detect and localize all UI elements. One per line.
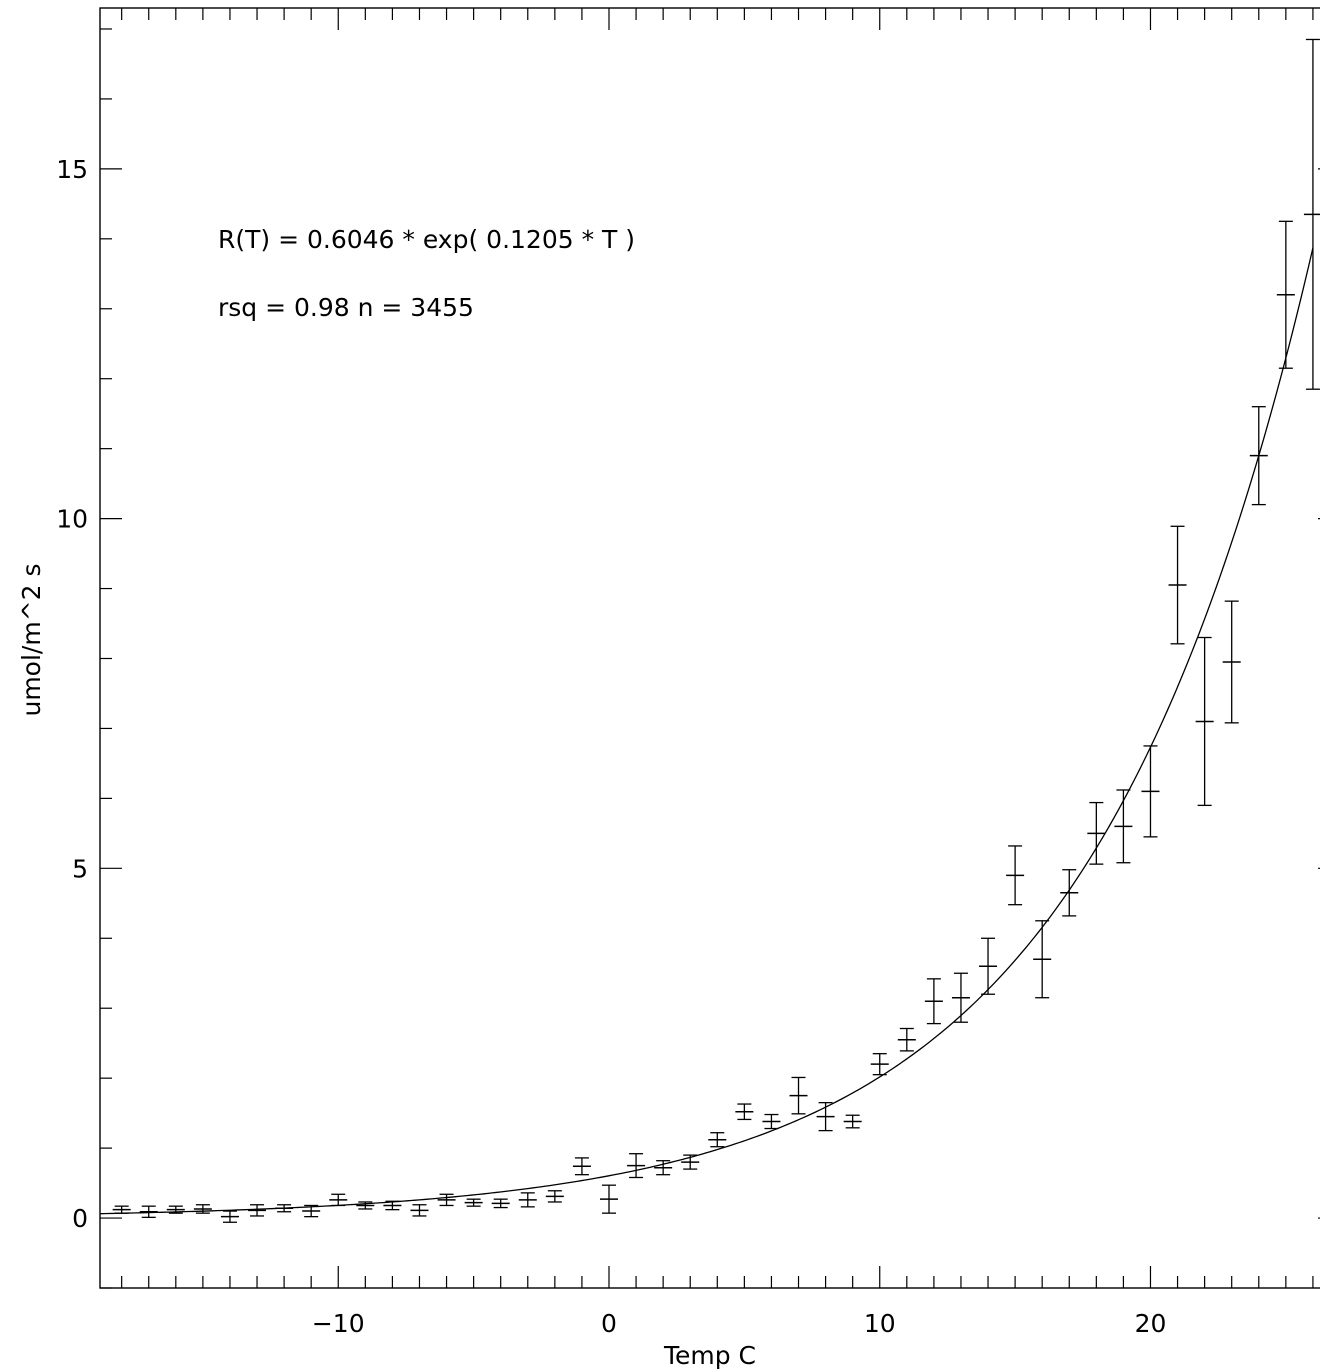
data-point: [329, 1193, 348, 1207]
data-point: [518, 1192, 537, 1208]
data-points: [112, 38, 1320, 1223]
data-point: [112, 1205, 131, 1214]
data-point: [1006, 845, 1025, 906]
tick-labels: −10 0 10 20 0 5 10 15: [56, 155, 1166, 1338]
x-tick-label: 20: [1135, 1309, 1167, 1338]
data-point: [464, 1198, 483, 1207]
y-tick-label: 15: [56, 155, 88, 184]
data-point: [1195, 636, 1214, 807]
fit-equation-annotation: R(T) = 0.6046 * exp( 0.1205 * T ): [218, 225, 635, 254]
y-tick-label: 10: [56, 505, 88, 534]
data-point: [383, 1200, 402, 1211]
data-point: [1303, 38, 1320, 390]
data-point: [139, 1205, 158, 1219]
data-point: [789, 1076, 808, 1115]
data-point: [1141, 745, 1160, 838]
y-tick-label: 0: [72, 1204, 88, 1233]
rsq-annotation: rsq = 0.98 n = 3455: [218, 293, 474, 322]
data-point: [166, 1205, 185, 1214]
data-point: [1087, 801, 1106, 865]
data-point: [220, 1210, 239, 1223]
fit-curve: [99, 247, 1314, 1215]
data-point: [1033, 920, 1052, 999]
y-axis-label: umol/m^2 s: [17, 563, 46, 716]
data-point: [356, 1201, 375, 1210]
axis-ticks: [100, 8, 1320, 1289]
data-point: [951, 972, 970, 1023]
data-point: [1276, 220, 1295, 369]
data-point: [599, 1184, 618, 1214]
data-point: [572, 1157, 591, 1176]
data-point: [1168, 525, 1187, 645]
data-point: [627, 1153, 646, 1179]
data-point: [681, 1154, 700, 1170]
data-point: [437, 1193, 456, 1207]
data-point: [1249, 406, 1268, 506]
data-point: [735, 1103, 754, 1121]
data-point: [708, 1132, 727, 1148]
data-point: [545, 1190, 564, 1203]
data-point: [491, 1198, 510, 1209]
data-point: [193, 1204, 212, 1214]
data-point: [897, 1027, 916, 1052]
data-point: [1060, 869, 1079, 917]
data-point: [979, 937, 998, 995]
x-tick-label: −10: [312, 1309, 365, 1338]
data-point: [248, 1204, 267, 1217]
plot-frame: [99, 7, 1320, 1289]
x-tick-label: 10: [864, 1309, 896, 1338]
data-point: [816, 1101, 835, 1132]
data-point: [654, 1160, 673, 1176]
data-point: [275, 1204, 294, 1213]
data-point: [1222, 600, 1241, 724]
y-tick-label: 5: [72, 854, 88, 883]
data-point: [410, 1204, 429, 1217]
data-point: [762, 1113, 781, 1130]
data-point: [924, 978, 943, 1025]
x-tick-label: 0: [601, 1309, 617, 1338]
data-point: [843, 1114, 862, 1129]
data-point: [1114, 789, 1133, 864]
data-point: [870, 1053, 889, 1076]
data-point: [302, 1204, 321, 1218]
x-axis-label: Temp C: [663, 1341, 756, 1370]
